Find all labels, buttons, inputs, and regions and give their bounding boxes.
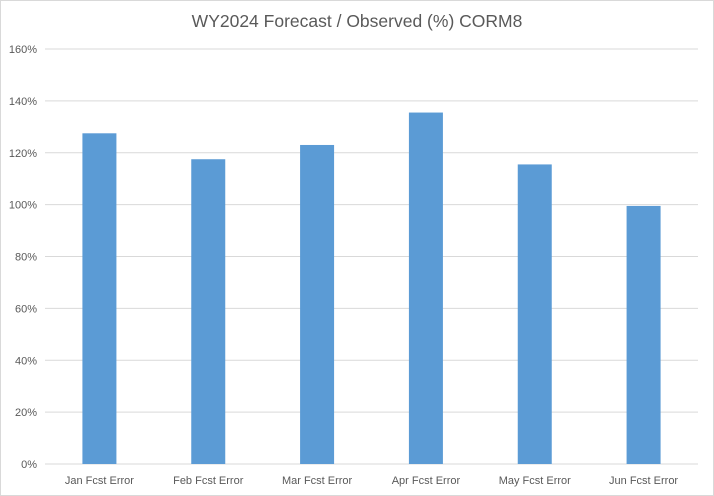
bar — [408, 112, 443, 464]
y-axis-tick-labels: 0% 20% 40% 60% 80% 100% 120% 140% 160% — [9, 44, 37, 471]
x-category-label: Feb Fcst Error — [173, 475, 244, 487]
y-tick-label: 160% — [9, 44, 37, 56]
x-category-label: Jan Fcst Error — [65, 475, 134, 487]
x-category-label: Mar Fcst Error — [282, 475, 353, 487]
bar — [191, 159, 226, 464]
x-category-label: Apr Fcst Error — [392, 475, 461, 487]
bar — [517, 164, 552, 464]
gridlines — [45, 48, 698, 465]
y-tick-label: 60% — [15, 303, 37, 315]
bar — [626, 205, 661, 464]
x-category-label: Jun Fcst Error — [609, 475, 678, 487]
y-tick-label: 80% — [15, 252, 37, 264]
y-tick-label: 100% — [9, 200, 37, 212]
x-axis-category-labels: Jan Fcst Error Feb Fcst Error Mar Fcst Err… — [65, 475, 679, 487]
y-tick-label: 140% — [9, 96, 37, 108]
y-tick-label: 40% — [15, 355, 37, 367]
x-category-label: May Fcst Error — [499, 475, 571, 487]
bar — [300, 144, 335, 464]
y-tick-label: 120% — [9, 148, 37, 160]
bar — [82, 133, 117, 464]
y-tick-label: 20% — [15, 407, 37, 419]
chart-title: WY2024 Forecast / Observed (%) CORM8 — [192, 11, 523, 31]
bars — [82, 112, 661, 464]
y-tick-label: 0% — [21, 459, 37, 471]
